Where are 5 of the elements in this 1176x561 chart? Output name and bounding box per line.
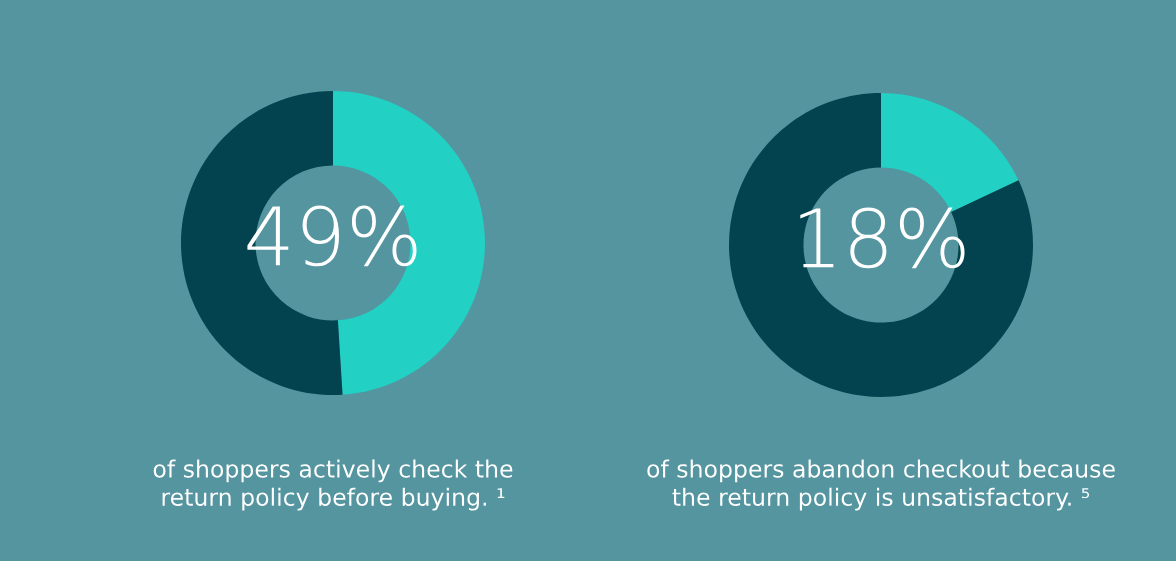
- data-label: 49%: [247, 205, 417, 267]
- data-label: 18%: [800, 207, 965, 269]
- text: of shoppers actively check the return policy before buying. ¹: [153, 459, 513, 511]
- text: of shoppers abandon checkout because the return policy is unsatisfactory. ⁵: [647, 459, 1115, 511]
- donut-slice: [729, 93, 1033, 397]
